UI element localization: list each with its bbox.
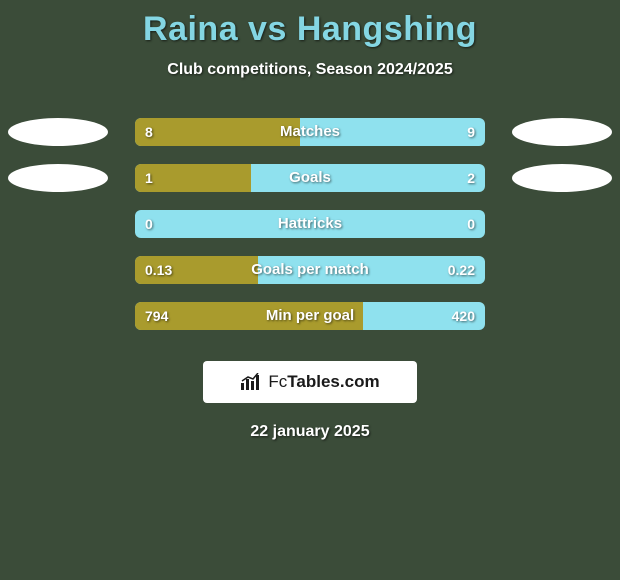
stat-value-right: 9 [467,118,475,146]
player-left-oval [8,118,108,146]
stats-comparison-card: Raina vs Hangshing Club competitions, Se… [0,0,620,580]
stat-bar: 0 0Hattricks [135,210,485,238]
stat-value-right: 420 [452,302,475,330]
stat-row: 0 0Hattricks [0,201,620,247]
stat-bar-fill [135,118,300,146]
stat-bar-fill [135,164,251,192]
bar-chart-icon [240,373,262,391]
stat-bar-fill [135,302,363,330]
page-title: Raina vs Hangshing [0,0,620,49]
stat-row: 12Goals [0,155,620,201]
fctables-logo: FcTables.com [203,361,417,403]
stat-value-left: 0 [145,210,153,238]
stat-value-right: 0 [467,210,475,238]
subtitle: Club competitions, Season 2024/2025 [0,61,620,79]
player-left-oval [8,164,108,192]
comparison-chart: 89Matches 12Goals 0 0Hattricks 0.130.22Goals… [0,109,620,339]
stat-value-right: 0.22 [448,256,475,284]
player-right-oval [512,118,612,146]
stat-row: 0.130.22Goals per match [0,247,620,293]
stat-bar: 794420Min per goal [135,302,485,330]
stat-bar: 89Matches [135,118,485,146]
stat-row: 794420Min per goal [0,293,620,339]
stat-bar-fill [135,256,258,284]
stat-bar: 0.130.22Goals per match [135,256,485,284]
stat-bar: 12Goals [135,164,485,192]
date-label: 22 january 2025 [0,423,620,441]
player-right-oval [512,164,612,192]
logo-text: FcTables.com [268,372,379,392]
stat-row: 89Matches [0,109,620,155]
stat-label: Hattricks [135,210,485,238]
stat-value-right: 2 [467,164,475,192]
